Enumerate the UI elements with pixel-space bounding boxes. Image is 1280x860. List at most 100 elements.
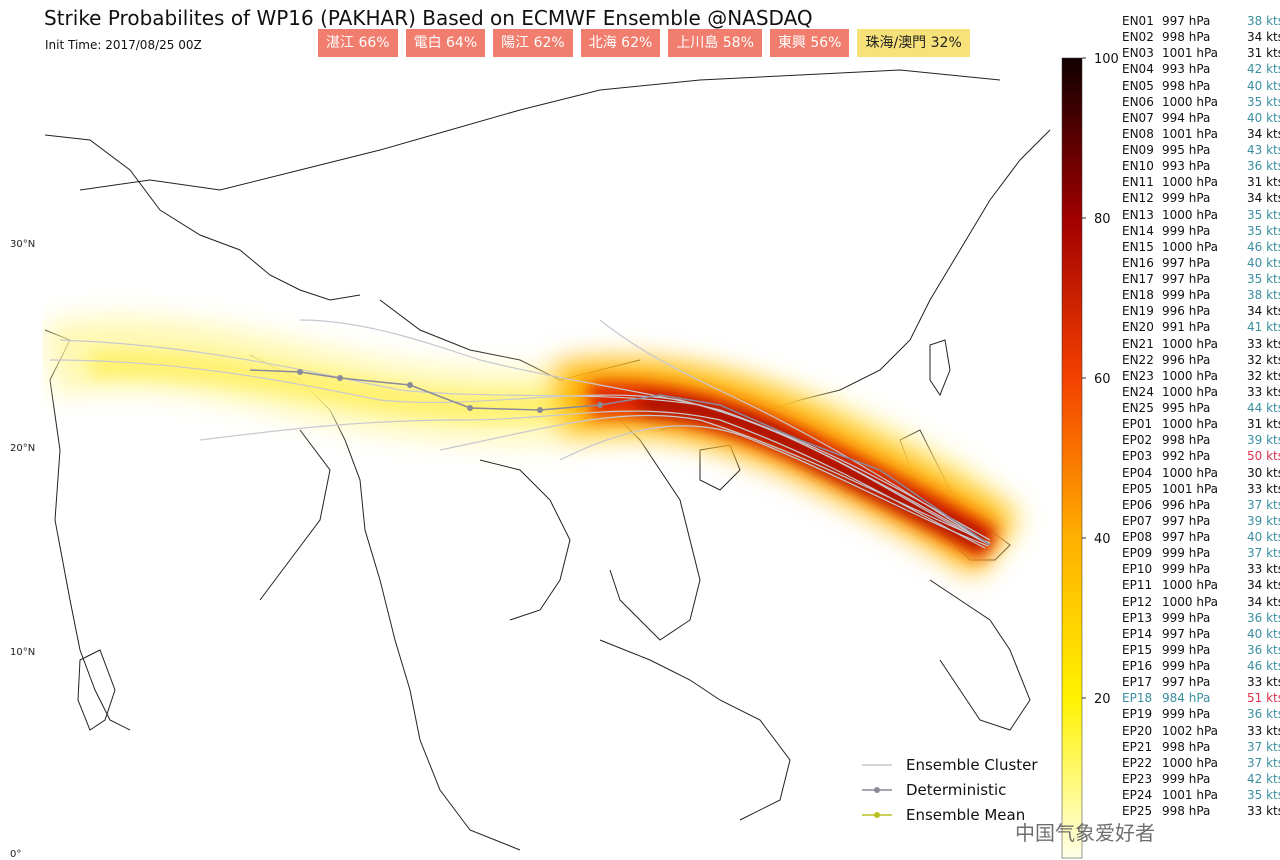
- ensemble-member-list: EN01 997 hPa 38 kts EN02 998 hPa 34 kts EN03 10…: [1122, 13, 1280, 819]
- member-row: EN15 1000 hPa 46 kts: [1122, 239, 1280, 255]
- member-row: EN05 998 hPa 40 kts: [1122, 78, 1280, 94]
- colorbar-tick-label: 20: [1094, 692, 1111, 707]
- member-wind: 36 kts: [1247, 642, 1280, 657]
- member-id: EN16: [1122, 255, 1154, 270]
- member-wind: 31 kts: [1247, 46, 1280, 61]
- location-box: 東興 56%: [769, 29, 850, 57]
- latitude-label: 10°N: [10, 647, 35, 658]
- member-id: EN23: [1122, 368, 1154, 383]
- legend-label: Ensemble Mean: [906, 806, 1025, 824]
- member-wind: 42 kts: [1247, 771, 1280, 786]
- member-wind: 32 kts: [1247, 368, 1280, 383]
- member-row: EP18 984 hPa 51 kts: [1122, 690, 1280, 706]
- member-pressure: 1001 hPa: [1162, 46, 1219, 61]
- member-wind: 37 kts: [1247, 755, 1280, 770]
- member-pressure: 1000 hPa: [1162, 417, 1219, 432]
- colorbar-tick-label: 100: [1094, 52, 1119, 67]
- member-pressure: 996 hPa: [1162, 304, 1211, 319]
- member-row: EP12 1000 hPa 34 kts: [1122, 594, 1280, 610]
- member-row: EN16 997 hPa 40 kts: [1122, 255, 1280, 271]
- member-id: EN01: [1122, 14, 1154, 28]
- member-pressure: 1000 hPa: [1162, 368, 1219, 383]
- member-row: EN21 1000 hPa 33 kts: [1122, 336, 1280, 352]
- member-id: EP01: [1122, 417, 1153, 432]
- member-pressure: 1000 hPa: [1162, 207, 1219, 222]
- member-wind: 33 kts: [1247, 804, 1280, 819]
- member-id: EN14: [1122, 223, 1154, 238]
- colorbar: [1061, 57, 1083, 859]
- member-wind: 40 kts: [1247, 626, 1280, 641]
- member-row: EP03 992 hPa 50 kts: [1122, 448, 1280, 464]
- colorbar-tick-label: 80: [1094, 212, 1111, 227]
- member-row: EP07 997 hPa 39 kts: [1122, 513, 1280, 529]
- legend-label: Deterministic: [906, 781, 1006, 799]
- member-pressure: 984 hPa: [1162, 691, 1211, 706]
- member-pressure: 1000 hPa: [1162, 175, 1219, 190]
- member-row: EP08 997 hPa 40 kts: [1122, 529, 1280, 545]
- member-wind: 43 kts: [1247, 143, 1280, 157]
- map-area: [43, 69, 1051, 851]
- member-id: EN22: [1122, 352, 1154, 367]
- member-pressure: 998 hPa: [1162, 739, 1211, 754]
- member-pressure: 998 hPa: [1162, 30, 1211, 45]
- member-pressure: 997 hPa: [1162, 626, 1211, 641]
- member-row: EN02 998 hPa 34 kts: [1122, 29, 1280, 45]
- member-pressure: 999 hPa: [1162, 191, 1211, 206]
- member-wind: 40 kts: [1247, 110, 1280, 125]
- member-pressure: 999 hPa: [1162, 659, 1211, 673]
- member-pressure: 996 hPa: [1162, 352, 1211, 367]
- member-wind: 30 kts: [1247, 465, 1280, 480]
- member-row: EN23 1000 hPa 32 kts: [1122, 368, 1280, 384]
- member-row: EN01 997 hPa 38 kts: [1122, 13, 1280, 29]
- member-id: EN17: [1122, 272, 1154, 286]
- legend-marker: [874, 787, 880, 793]
- member-id: EN07: [1122, 110, 1154, 125]
- member-row: EP16 999 hPa 46 kts: [1122, 658, 1280, 674]
- member-wind: 31 kts: [1247, 417, 1280, 432]
- member-pressure: 998 hPa: [1162, 433, 1211, 448]
- member-wind: 41 kts: [1247, 320, 1280, 335]
- member-pressure: 997 hPa: [1162, 255, 1211, 270]
- member-row: EN13 1000 hPa 35 kts: [1122, 207, 1280, 223]
- member-pressure: 995 hPa: [1162, 143, 1211, 157]
- legend-label: Ensemble Cluster: [906, 756, 1038, 774]
- deterministic-points: [297, 369, 603, 413]
- member-wind: 35 kts: [1247, 272, 1280, 286]
- member-pressure: 992 hPa: [1162, 449, 1211, 464]
- member-wind: 34 kts: [1247, 30, 1280, 45]
- member-id: EN02: [1122, 30, 1154, 45]
- member-id: EN08: [1122, 126, 1154, 141]
- member-pressure: 997 hPa: [1162, 14, 1211, 28]
- member-id: EP22: [1122, 755, 1153, 770]
- location-box: 電白 64%: [405, 29, 486, 57]
- member-wind: 40 kts: [1247, 530, 1280, 544]
- member-row: EP02 998 hPa 39 kts: [1122, 432, 1280, 448]
- member-wind: 44 kts: [1247, 401, 1280, 415]
- member-id: EP11: [1122, 578, 1153, 593]
- member-id: EP10: [1122, 562, 1153, 577]
- member-wind: 31 kts: [1247, 175, 1280, 190]
- member-id: EN20: [1122, 320, 1154, 335]
- member-id: EP08: [1122, 530, 1153, 544]
- member-id: EN03: [1122, 46, 1154, 61]
- member-pressure: 999 hPa: [1162, 707, 1211, 722]
- member-id: EP13: [1122, 610, 1153, 625]
- member-pressure: 999 hPa: [1162, 562, 1211, 577]
- init-time: Init Time: 2017/08/25 00Z: [45, 38, 202, 52]
- member-row: EN18 999 hPa 38 kts: [1122, 287, 1280, 303]
- member-row: EN19 996 hPa 34 kts: [1122, 303, 1280, 319]
- watermark: 中国气象爱好者: [1015, 821, 1155, 845]
- member-wind: 35 kts: [1247, 223, 1280, 238]
- member-wind: 34 kts: [1247, 578, 1280, 593]
- member-pressure: 999 hPa: [1162, 642, 1211, 657]
- member-row: EN24 1000 hPa 33 kts: [1122, 384, 1280, 400]
- member-pressure: 1002 hPa: [1162, 723, 1219, 738]
- member-wind: 33 kts: [1247, 723, 1280, 738]
- member-pressure: 1000 hPa: [1162, 578, 1219, 593]
- latitude-labels: 30°N 20°N 10°N 0°: [10, 239, 35, 860]
- member-pressure: 1000 hPa: [1162, 239, 1219, 254]
- member-id: EP05: [1122, 481, 1153, 496]
- member-row: EP05 1001 hPa 33 kts: [1122, 481, 1280, 497]
- member-wind: 36 kts: [1247, 159, 1280, 174]
- colorbar-tick-label: 60: [1094, 372, 1111, 387]
